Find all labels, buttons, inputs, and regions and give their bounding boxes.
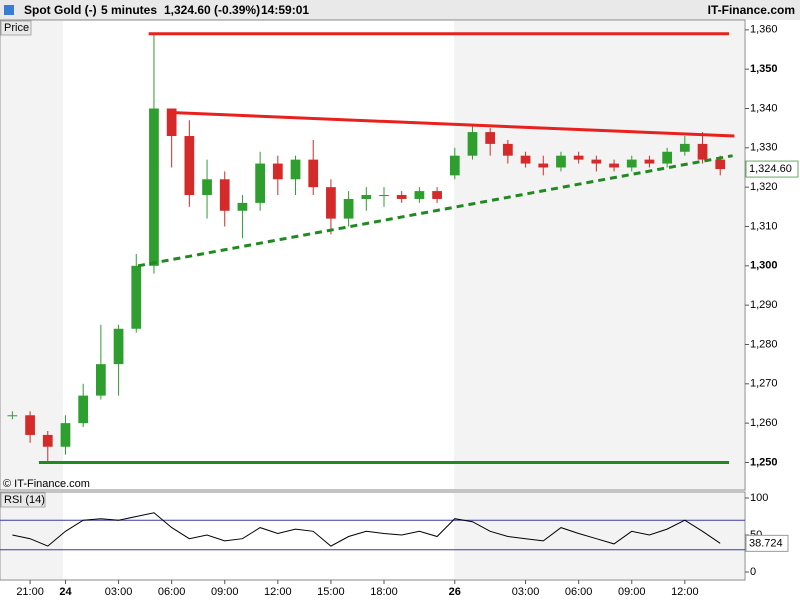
- candle-body: [662, 151, 673, 164]
- candle-body: [644, 159, 655, 164]
- candle-body: [679, 143, 690, 152]
- session-shade: [454, 493, 744, 579]
- y-tick-label: 1,360: [750, 24, 778, 36]
- candle-body: [414, 191, 425, 199]
- y-tick-label: 0: [750, 566, 756, 578]
- candle-body: [202, 179, 212, 196]
- last-price-label: 1,324.60: [749, 163, 792, 175]
- instrument: Spot Gold (-): [24, 3, 97, 17]
- candle-body: [591, 159, 602, 164]
- x-tick-label: 09:00: [618, 586, 646, 598]
- candle-body: [7, 415, 18, 417]
- candle-body: [609, 163, 619, 168]
- candle-body: [485, 132, 496, 144]
- candle-body: [449, 155, 460, 176]
- y-tick-label: 1,280: [750, 338, 778, 350]
- panel-label-box: [0, 492, 46, 508]
- x-tick-label: 03:00: [105, 586, 133, 598]
- last-value-box: [745, 534, 789, 552]
- y-tick-label: 1,340: [750, 102, 778, 114]
- instrument-icon: [4, 5, 14, 15]
- y-tick-label: 1,260: [750, 417, 778, 429]
- candle-body: [308, 159, 319, 188]
- y-tick-label: 1,310: [750, 220, 778, 232]
- candle-body: [432, 191, 442, 199]
- candle-body: [697, 143, 708, 160]
- x-tick-label: 06:00: [158, 586, 186, 598]
- x-tick-label: 15:00: [317, 586, 345, 598]
- candle-body: [467, 132, 478, 156]
- x-tick-label: 12:00: [671, 586, 699, 598]
- x-tick-label: 06:00: [565, 586, 593, 598]
- candle-body: [78, 395, 89, 424]
- y-tick-label: 1,300: [750, 260, 778, 272]
- candle-body: [326, 187, 336, 219]
- y-tick-label: 1,250: [750, 456, 778, 468]
- y-tick-label: 1,320: [750, 181, 778, 193]
- panel-label-box: [0, 20, 32, 36]
- y-tick-label: 100: [750, 492, 768, 504]
- price-panel-title: Price: [4, 22, 29, 34]
- candle-body: [25, 415, 35, 435]
- last-price-box: [745, 160, 799, 178]
- x-tick-label: 21:00: [16, 586, 44, 598]
- candle-body: [503, 143, 513, 156]
- candle-body: [573, 155, 584, 160]
- candle-body: [149, 108, 159, 266]
- y-tick-label: 1,290: [750, 299, 778, 311]
- trend-line: [137, 154, 733, 268]
- interval: 5 minutes: [101, 3, 157, 17]
- rsi-panel-title: RSI (14): [4, 494, 45, 506]
- candle-body: [538, 163, 549, 168]
- x-tick-label: 03:00: [512, 586, 540, 598]
- candle-body: [361, 195, 372, 199]
- candle-body: [272, 163, 283, 180]
- candle-body: [219, 179, 230, 211]
- candle-body: [237, 202, 248, 211]
- candle-body: [290, 159, 301, 180]
- candle-body: [166, 108, 177, 137]
- session-shade: [454, 21, 744, 489]
- candle-body: [715, 159, 726, 170]
- clock: 14:59:01: [261, 3, 309, 17]
- x-tick-label: 26: [449, 586, 461, 598]
- x-tick-label: 12:00: [264, 586, 292, 598]
- candle-body: [556, 155, 566, 168]
- x-tick-label: 09:00: [211, 586, 239, 598]
- candle-body: [255, 163, 265, 203]
- brand: IT-Finance.com: [708, 3, 795, 17]
- rsi-line: [12, 512, 721, 547]
- y-tick-label: 1,270: [750, 378, 778, 390]
- candle-body: [520, 155, 531, 164]
- candle-body: [96, 364, 106, 396]
- candle-body: [343, 198, 354, 219]
- y-tick-label: 1,330: [750, 142, 778, 154]
- candle-body: [131, 265, 142, 329]
- x-tick-label: 18:00: [370, 586, 398, 598]
- trend-line: [168, 110, 735, 138]
- header-bar: [0, 0, 800, 20]
- candle-body: [396, 195, 407, 199]
- last-value-label: 38.724: [749, 537, 783, 549]
- candle-body: [60, 423, 71, 447]
- candle-body: [379, 195, 389, 197]
- candle-body: [184, 136, 195, 196]
- x-tick-label: 24: [59, 586, 72, 598]
- candle-body: [42, 434, 53, 447]
- watermark: © IT-Finance.com: [3, 478, 90, 490]
- session-shade: [1, 21, 63, 489]
- candle-body: [626, 159, 637, 168]
- candle-body: [113, 328, 124, 365]
- quote: 1,324.60 (-0.39%): [164, 3, 260, 17]
- y-tick-label: 1,350: [750, 63, 778, 75]
